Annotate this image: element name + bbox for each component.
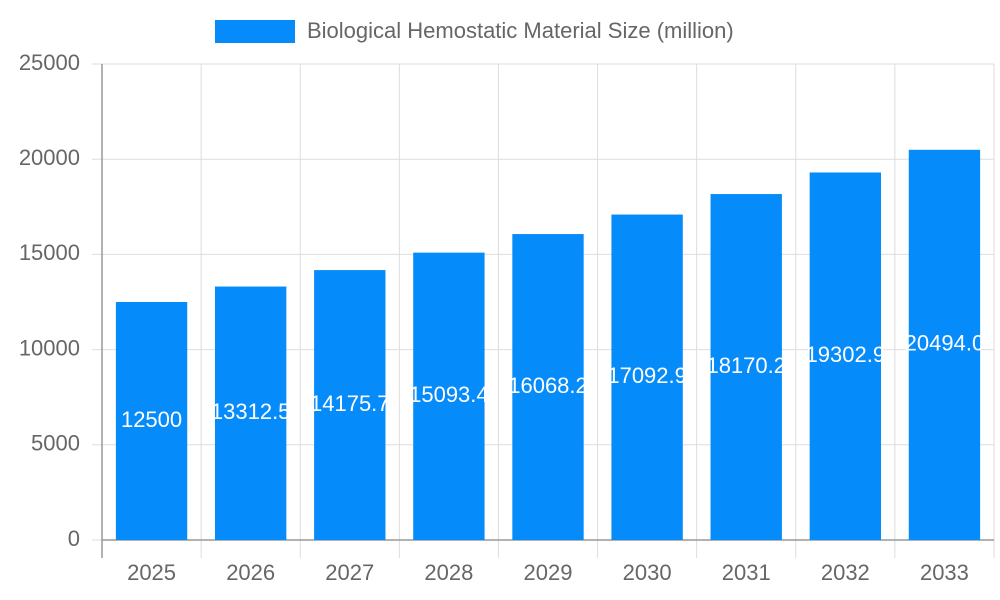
data-label: 13312.5 xyxy=(211,399,291,424)
x-tick-label: 2030 xyxy=(623,560,672,585)
x-tick-label: 2029 xyxy=(524,560,573,585)
data-label: 14175.7 xyxy=(310,391,390,416)
x-tick-label: 2026 xyxy=(226,560,275,585)
bar xyxy=(611,214,683,540)
bar xyxy=(809,172,882,540)
bar xyxy=(908,149,981,540)
data-label: 16068.2 xyxy=(508,373,588,398)
data-label: 17092.9 xyxy=(607,363,687,388)
x-tick-label: 2031 xyxy=(722,560,771,585)
y-tick-label: 25000 xyxy=(19,50,80,75)
bar xyxy=(710,194,782,540)
data-label: 15093.4 xyxy=(409,382,489,407)
bar xyxy=(214,286,287,540)
y-tick-label: 5000 xyxy=(31,431,80,456)
y-tick-label: 15000 xyxy=(19,240,80,265)
data-label: 19302.9 xyxy=(806,342,886,367)
x-tick-label: 2027 xyxy=(325,560,374,585)
data-label: 20494.0 xyxy=(905,331,985,356)
y-tick-label: 0 xyxy=(68,526,80,551)
legend-label: Biological Hemostatic Material Size (mil… xyxy=(307,18,734,43)
data-label: 12500 xyxy=(121,407,182,432)
x-tick-label: 2033 xyxy=(920,560,969,585)
x-tick-label: 2025 xyxy=(127,560,176,585)
bar xyxy=(512,234,584,541)
x-tick-label: 2032 xyxy=(821,560,870,585)
bar xyxy=(413,252,485,541)
y-tick-label: 20000 xyxy=(19,145,80,170)
x-tick-label: 2028 xyxy=(424,560,473,585)
data-label: 18170.2 xyxy=(706,353,786,378)
bar xyxy=(115,302,188,540)
bar xyxy=(314,270,386,540)
legend-swatch xyxy=(215,20,295,43)
y-tick-label: 10000 xyxy=(19,335,80,360)
